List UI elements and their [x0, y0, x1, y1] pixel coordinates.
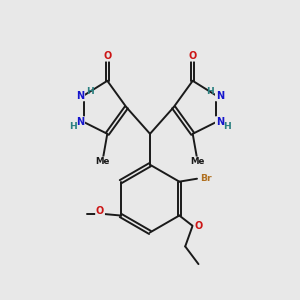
Text: Me: Me — [96, 157, 110, 166]
Text: Me: Me — [190, 157, 204, 166]
Text: O: O — [189, 51, 197, 61]
Text: O: O — [96, 206, 104, 216]
Text: O: O — [194, 221, 202, 231]
Text: N: N — [76, 91, 84, 100]
Text: H: H — [86, 87, 94, 96]
Text: N: N — [216, 91, 224, 100]
Text: Br: Br — [201, 174, 212, 183]
Text: H: H — [224, 122, 231, 131]
Text: H: H — [206, 87, 214, 96]
Text: N: N — [76, 117, 84, 127]
Text: H: H — [69, 122, 76, 131]
Text: N: N — [216, 117, 224, 127]
Text: O: O — [103, 51, 111, 61]
